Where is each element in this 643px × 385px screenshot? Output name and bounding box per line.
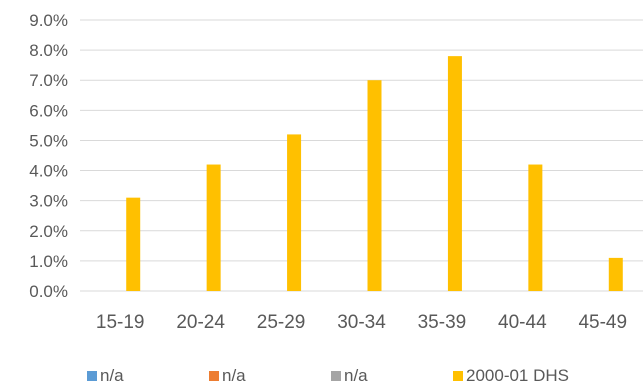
legend-swatch-series-2 bbox=[209, 370, 219, 381]
legend-item-series-2: n/a bbox=[209, 366, 246, 385]
x-axis: 15-19 20-24 25-29 30-34 35-39 40-44 45-49 bbox=[96, 312, 627, 333]
y-tick-label-3: 3.0% bbox=[29, 192, 68, 211]
x-tick-label-25-29: 25-29 bbox=[257, 312, 306, 333]
x-tick-label-35-39: 35-39 bbox=[418, 312, 467, 333]
x-tick-label-40-44: 40-44 bbox=[498, 312, 547, 333]
y-tick-label-0: 0.0% bbox=[29, 282, 68, 301]
y-tick-label-4: 4.0% bbox=[29, 162, 68, 181]
gridlines bbox=[80, 19, 643, 292]
legend: n/a n/a n/a 2000-01 DHS bbox=[0, 366, 643, 385]
y-tick-label-1: 1.0% bbox=[29, 252, 68, 271]
bar-30-34 bbox=[367, 80, 382, 291]
bar-25-29 bbox=[287, 134, 302, 291]
legend-label-series-3: n/a bbox=[344, 366, 368, 385]
bars bbox=[126, 56, 623, 292]
legend-label-series-2: n/a bbox=[222, 366, 246, 385]
y-tick-label-9: 9.0% bbox=[29, 11, 68, 30]
x-tick-label-20-24: 20-24 bbox=[176, 312, 225, 333]
y-axis: 0.0% 1.0% 2.0% 3.0% 4.0% 5.0% 6.0% 7.0% 8.0% 9.0% bbox=[29, 11, 68, 301]
y-tick-label-2: 2.0% bbox=[29, 222, 68, 241]
bar-chart: 0.0% 1.0% 2.0% 3.0% 4.0% 5.0% 6.0% 7.0% 8.0% 9.0%… bbox=[29, 11, 643, 333]
x-tick-label-15-19: 15-19 bbox=[96, 312, 145, 333]
bar-40-44 bbox=[528, 164, 543, 291]
legend-label-series-4: 2000-01 DHS bbox=[466, 366, 570, 385]
y-tick-label-6: 6.0% bbox=[29, 101, 68, 120]
bar-15-19 bbox=[126, 197, 141, 291]
legend-item-series-1: n/a bbox=[87, 366, 124, 385]
bar-20-24 bbox=[206, 164, 221, 291]
y-tick-label-7: 7.0% bbox=[29, 71, 68, 90]
y-tick-label-8: 8.0% bbox=[29, 41, 68, 60]
y-tick-label-5: 5.0% bbox=[29, 131, 68, 150]
bar-45-49 bbox=[608, 257, 623, 291]
legend-label-series-1: n/a bbox=[100, 366, 124, 385]
legend-swatch-series-4 bbox=[453, 370, 463, 381]
bar-35-39 bbox=[447, 56, 462, 292]
x-tick-label-30-34: 30-34 bbox=[337, 312, 386, 333]
legend-item-series-4: 2000-01 DHS bbox=[453, 366, 569, 385]
x-tick-label-45-49: 45-49 bbox=[578, 312, 627, 333]
legend-swatch-series-3 bbox=[331, 370, 341, 381]
legend-item-series-3: n/a bbox=[331, 366, 368, 385]
legend-swatch-series-1 bbox=[87, 370, 97, 381]
